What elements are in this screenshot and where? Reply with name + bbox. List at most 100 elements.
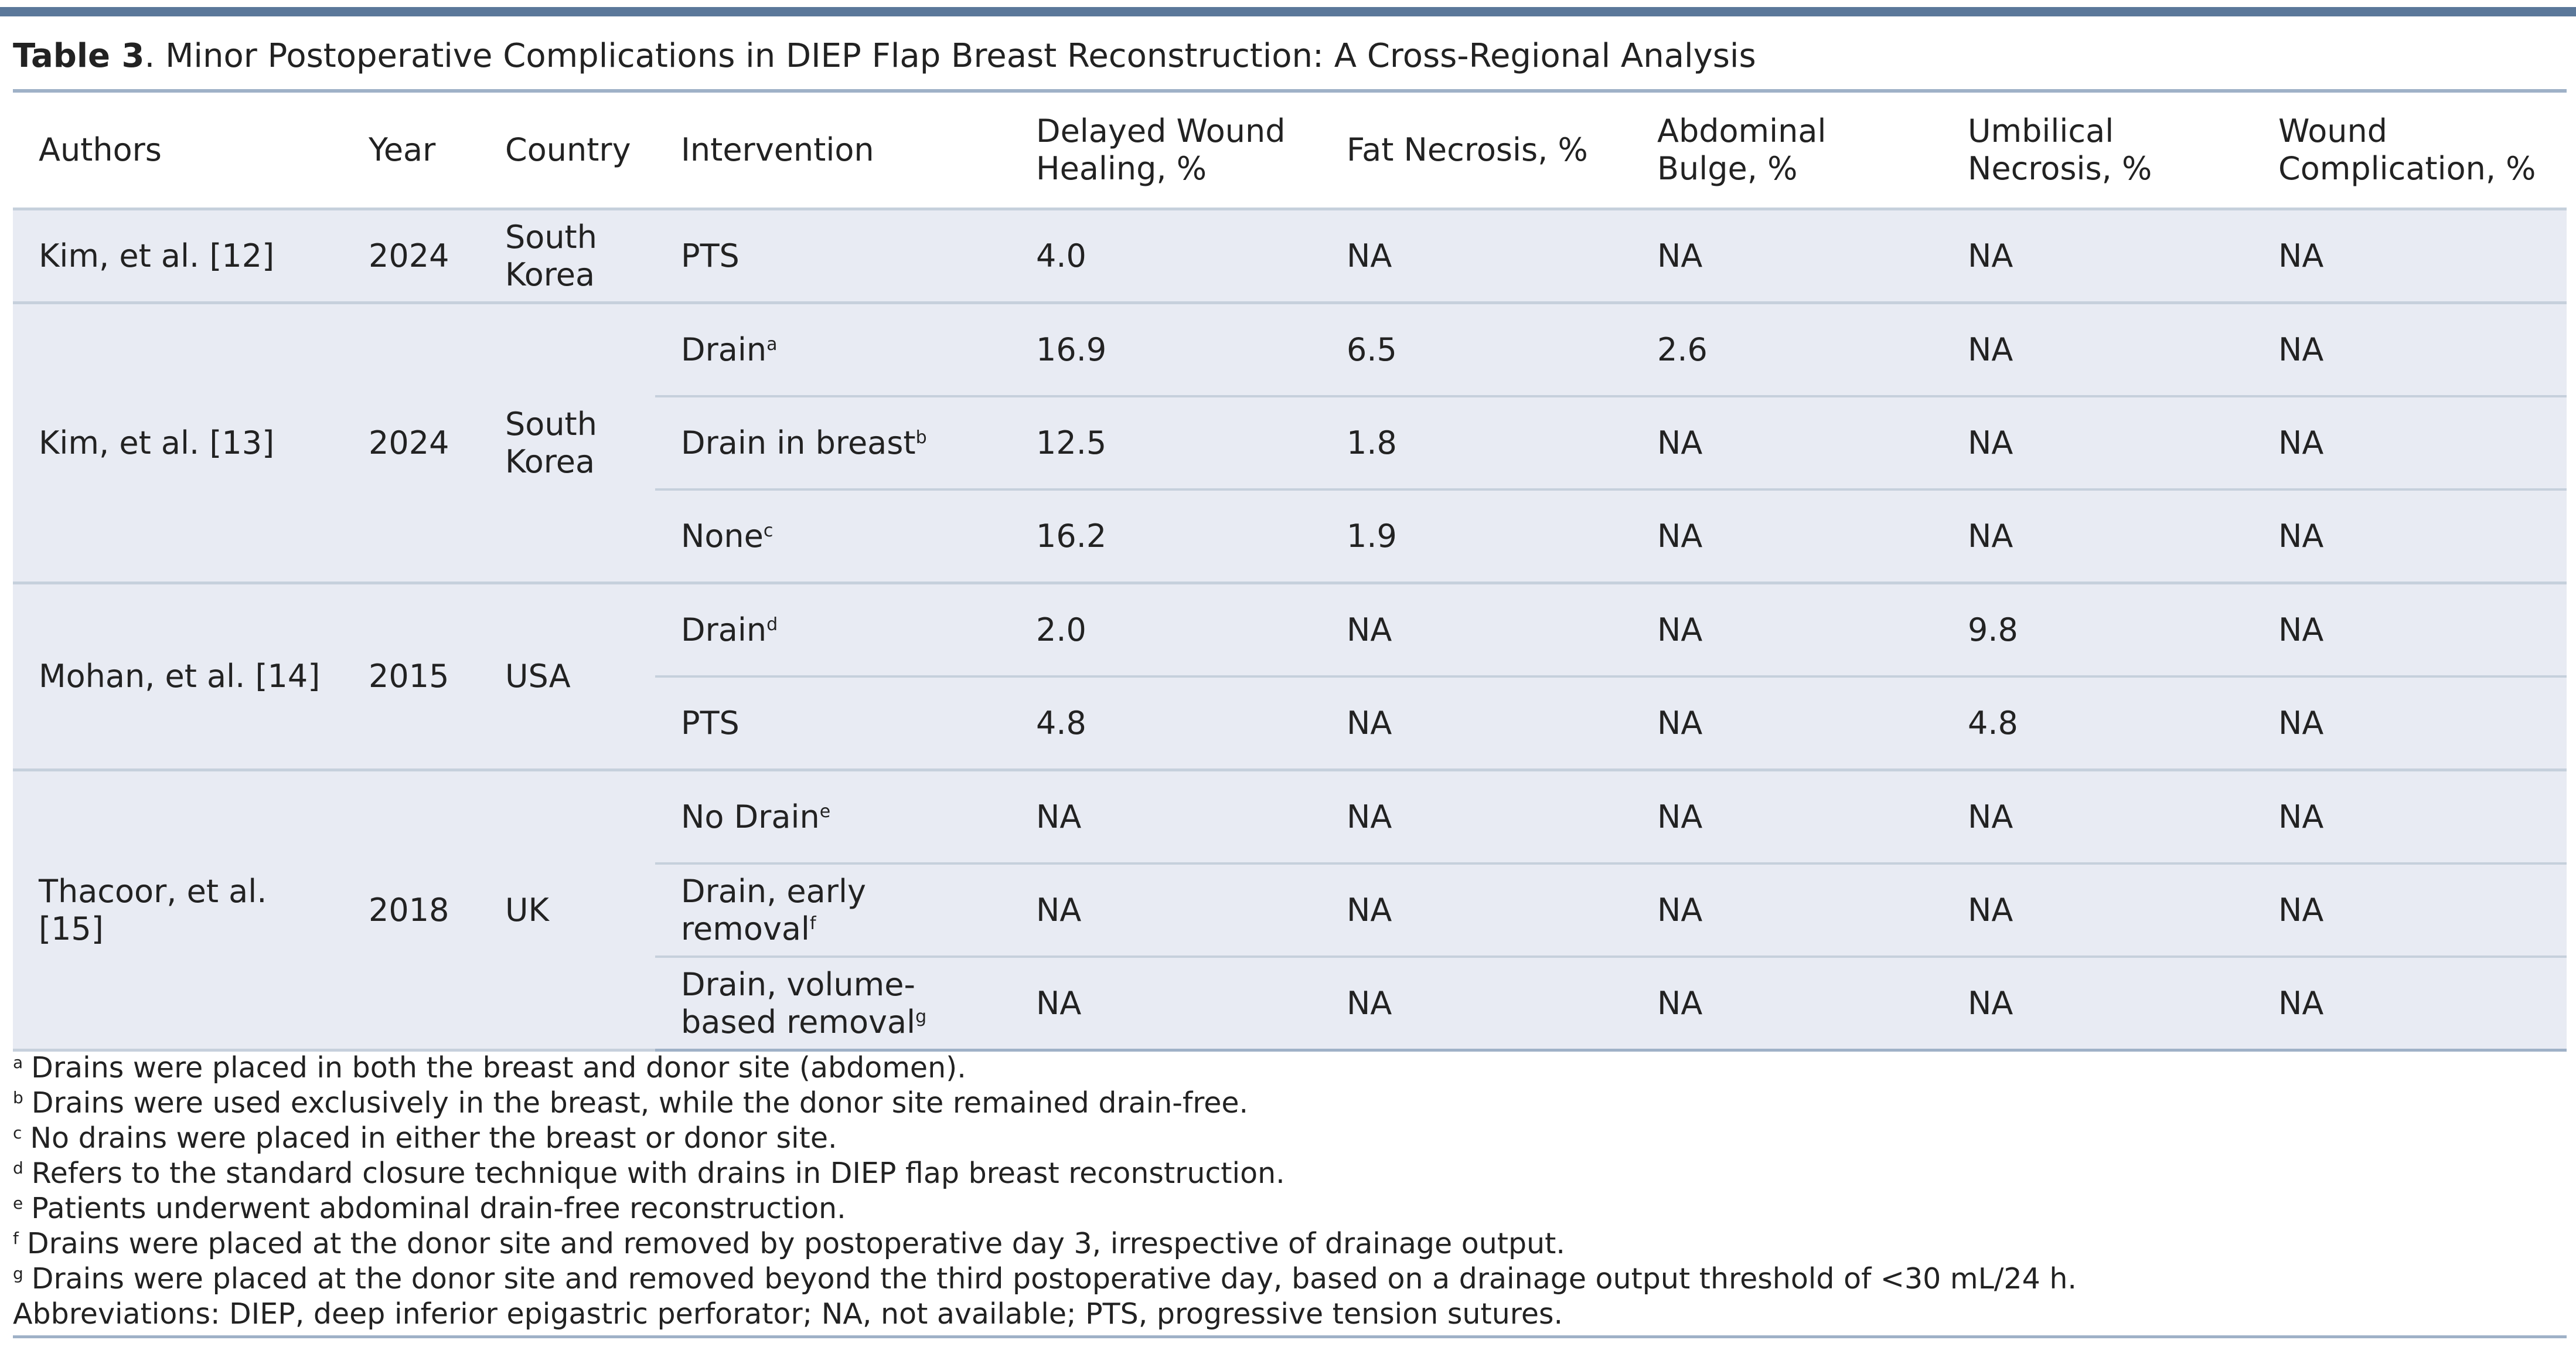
intervention-cell: No Draine <box>655 770 1010 865</box>
value-cell: 4.8 <box>1942 676 2253 771</box>
value-cell: NA <box>1321 676 1631 771</box>
table-body: Kim, et al. [12] 2024 South Korea PTS 4.0 NA NA… <box>13 209 2567 1052</box>
year-cell: 2018 <box>343 770 479 1052</box>
table-row: Drain, volume-based removalg NA NA NA NA NA <box>13 957 2567 1052</box>
country-cell: USA <box>479 583 655 771</box>
value-cell: NA <box>1321 863 1631 958</box>
footnote-marker: b <box>13 1088 23 1107</box>
footnote-marker: b <box>915 427 927 448</box>
value-cell: NA <box>1942 489 2253 584</box>
footnote: b Drains were used exclusively in the bre… <box>13 1086 1249 1120</box>
country-cell: South Korea <box>479 302 655 584</box>
footnote-marker: c <box>763 520 774 541</box>
footnote: d Refers to the standard closure techniqu… <box>13 1157 1285 1190</box>
column-header: Abdominal Bulge, % <box>1631 93 1942 210</box>
caption-rule <box>13 89 2567 93</box>
value-cell: 6.5 <box>1321 302 1631 397</box>
table-row: Kim, et al. [12] 2024 South Korea PTS 4.0 NA NA… <box>13 209 2567 304</box>
value-cell: NA <box>1942 770 2253 865</box>
value-cell: 2.6 <box>1631 302 1942 397</box>
column-header: Fat Necrosis, % <box>1321 93 1631 210</box>
table-row: Nonec 16.2 1.9 NA NA NA <box>13 489 2567 584</box>
column-header: Intervention <box>655 93 1010 210</box>
value-cell: 1.9 <box>1321 489 1631 584</box>
intervention-cell: Drain, early removalf <box>655 863 1010 958</box>
author-cell: Kim, et al. [12] <box>13 209 343 304</box>
column-header: Year <box>343 93 479 210</box>
table-notes: a Drains were placed in both the breast a… <box>13 1050 2567 1332</box>
value-cell: NA <box>2253 489 2567 584</box>
table-row: Drain, early removalf NA NA NA NA NA <box>13 863 2567 958</box>
value-cell: 2.0 <box>1010 583 1321 678</box>
value-cell: NA <box>2253 957 2567 1052</box>
column-header: Delayed Wound Healing, % <box>1010 93 1321 210</box>
value-cell: NA <box>2253 302 2567 397</box>
author-cell: Kim, et al. [13] <box>13 302 343 584</box>
footnote-marker: d <box>13 1158 23 1178</box>
footnote-marker: e <box>819 801 831 822</box>
bottom-rule <box>13 1335 2567 1338</box>
value-cell: NA <box>1942 302 2253 397</box>
intervention-cell: Nonec <box>655 489 1010 584</box>
value-cell: NA <box>1321 583 1631 678</box>
value-cell: NA <box>1631 957 1942 1052</box>
value-cell: NA <box>1321 957 1631 1052</box>
author-cell: Thacoor, et al. [15] <box>13 770 343 1052</box>
footnote-marker: a <box>13 1053 23 1072</box>
value-cell: NA <box>1010 957 1321 1052</box>
table-row: Drain in breastb 12.5 1.8 NA NA NA <box>13 396 2567 491</box>
table-label: Table 3 <box>13 37 145 75</box>
value-cell: 16.9 <box>1010 302 1321 397</box>
footnote-marker: f <box>13 1229 19 1248</box>
footnote: a Drains were placed in both the breast a… <box>13 1051 966 1084</box>
table-caption-text: . Minor Postoperative Complications in D… <box>144 37 1756 75</box>
top-rule <box>0 7 2576 16</box>
footnote: c No drains were placed in either the bre… <box>13 1121 837 1155</box>
value-cell: 12.5 <box>1010 396 1321 491</box>
column-header: Authors <box>13 93 343 210</box>
footnote-marker: g <box>915 1006 927 1027</box>
footnote-marker: d <box>766 614 778 635</box>
footnote: f Drains were placed at the donor site an… <box>13 1227 1565 1260</box>
value-cell: NA <box>2253 770 2567 865</box>
value-cell: NA <box>1942 957 2253 1052</box>
country-cell: UK <box>479 770 655 1052</box>
value-cell: NA <box>1631 489 1942 584</box>
value-cell: NA <box>1631 209 1942 304</box>
table-row: Mohan, et al. [14] 2015 USA Draind 2.0 NA NA 9.… <box>13 583 2567 771</box>
abbreviations: Abbreviations: DIEP, deep inferior epiga… <box>13 1297 1563 1331</box>
table-row: Thacoor, et al. [15] 2018 UK No Draine NA NA N… <box>13 770 2567 1052</box>
value-cell: NA <box>1321 770 1631 865</box>
footnote: e Patients underwent abdominal drain-free… <box>13 1192 846 1225</box>
header-row: Authors Year Country Intervention Delayed Wo… <box>13 93 2567 210</box>
value-cell: NA <box>2253 676 2567 771</box>
year-cell: 2024 <box>343 302 479 584</box>
footnote: g Drains were placed at the donor site an… <box>13 1262 2077 1295</box>
value-cell: NA <box>2253 209 2567 304</box>
value-cell: 9.8 <box>1942 583 2253 678</box>
table-row: PTS 4.8 NA NA 4.8 NA <box>13 676 2567 771</box>
value-cell: NA <box>1010 863 1321 958</box>
intervention-cell: PTS <box>655 209 1010 304</box>
value-cell: NA <box>2253 583 2567 678</box>
intervention-cell: Drain, volume-based removalg <box>655 957 1010 1052</box>
footnote-marker: e <box>13 1193 23 1213</box>
table-row: Kim, et al. [13] 2024 South Korea Draina 16.9… <box>13 302 2567 584</box>
intervention-cell: Draina <box>655 302 1010 397</box>
value-cell: NA <box>1631 770 1942 865</box>
intervention-cell: Drain in breastb <box>655 396 1010 491</box>
table-caption: Table 3. Minor Postoperative Complicatio… <box>13 34 1756 79</box>
value-cell: NA <box>1631 396 1942 491</box>
value-cell: 16.2 <box>1010 489 1321 584</box>
footnote-marker: f <box>809 913 816 934</box>
column-header: Wound Complication, % <box>2253 93 2567 210</box>
value-cell: NA <box>1631 676 1942 771</box>
intervention-cell: Draind <box>655 583 1010 678</box>
value-cell: NA <box>2253 396 2567 491</box>
value-cell: NA <box>1010 770 1321 865</box>
footnote-marker: c <box>13 1123 22 1142</box>
complications-table: Authors Year Country Intervention Delayed Wo… <box>13 93 2567 1052</box>
value-cell: NA <box>1321 209 1631 304</box>
author-cell: Mohan, et al. [14] <box>13 583 343 771</box>
value-cell: NA <box>2253 863 2567 958</box>
